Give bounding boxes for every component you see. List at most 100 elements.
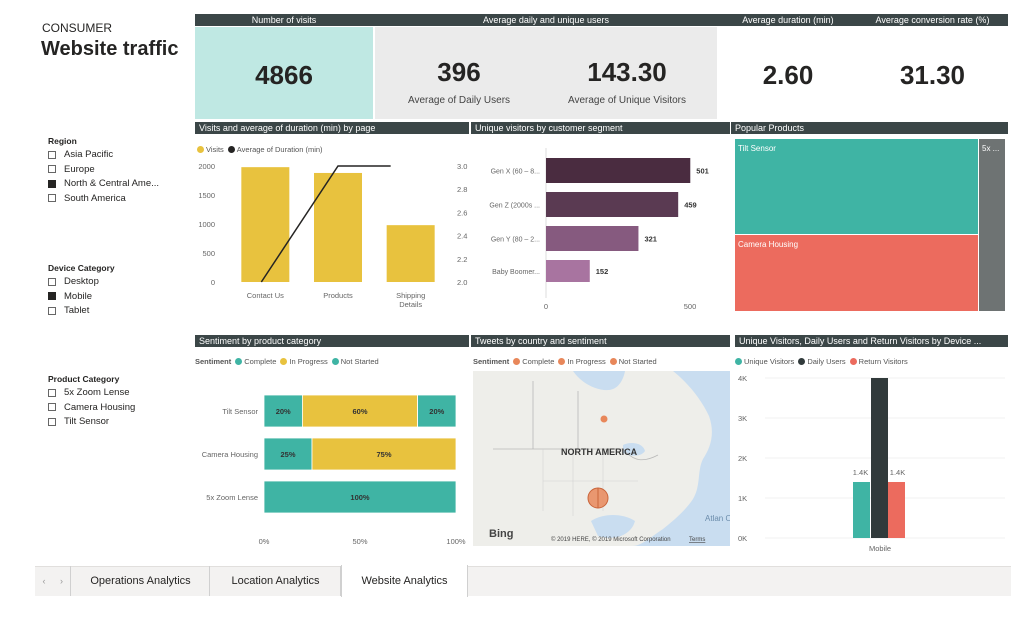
bar-segment[interactable] <box>546 226 639 251</box>
slicer-item-device-1[interactable]: Mobile <box>48 291 92 302</box>
slicer-item-label: North & Central Ame... <box>64 178 160 189</box>
bar-sentiment-segment[interactable] <box>263 394 303 428</box>
treemap-tilt-sensor[interactable]: Tilt Sensor <box>735 139 978 234</box>
legend-swatch-unique-visitors <box>735 358 742 365</box>
bar-sentiment-segment[interactable] <box>302 394 418 428</box>
bar-device[interactable] <box>888 482 905 538</box>
slicer-checkbox[interactable] <box>48 292 56 300</box>
tab-location-analytics[interactable]: Location Analytics <box>211 566 341 596</box>
slicer-item-region-1[interactable]: Europe <box>48 164 95 175</box>
slicer-item-region-0[interactable]: Asia Pacific <box>48 149 113 160</box>
slicer-item-device-0[interactable]: Desktop <box>48 276 99 287</box>
tab-scroll-right-button[interactable]: › <box>53 566 71 596</box>
treemap-5x[interactable]: 5x ... <box>979 139 1005 311</box>
x-axis-tick-label: 100% <box>446 537 466 546</box>
bar-segment[interactable] <box>546 158 691 183</box>
slicer-item-label: Europe <box>64 163 95 175</box>
y-axis-tick-label: 4K <box>738 374 747 383</box>
legend-label-return-visitors[interactable]: Return Visitors <box>858 357 908 366</box>
bar-device[interactable] <box>871 378 888 538</box>
legend-label-duration[interactable]: Average of Duration (min) <box>236 145 323 154</box>
bar-data-label: 75% <box>376 450 391 459</box>
slicer-checkbox[interactable] <box>48 417 56 426</box>
y2-axis-tick-label: 2.2 <box>457 255 467 264</box>
sentiment-chart[interactable]: Tilt Sensor 20% 60% 20% Camera Housing 25% 75%… <box>195 368 471 550</box>
device-slicer-title: Device Category <box>48 263 115 273</box>
map-legend-label-complete[interactable]: Complete <box>522 357 555 366</box>
device-legend: Unique Visitors Daily Users Return Visit… <box>735 357 908 366</box>
slicer-checkbox[interactable] <box>48 306 56 315</box>
treemap-label-tilt-sensor: Tilt Sensor <box>738 144 776 153</box>
slicer-item-label: 5x Zoom Lense <box>64 387 130 398</box>
slicer-item-region-2[interactable]: North & Central Ame... <box>48 178 159 189</box>
tab-scroll-left-button[interactable]: ‹ <box>42 576 46 586</box>
visits-by-page-chart[interactable]: 2000 1500 1000 500 0 3.0 2.8 2.6 2.4 2.2 2.0 Contac… <box>195 156 471 316</box>
bar-visits[interactable] <box>314 172 362 282</box>
slicer-checkbox[interactable] <box>48 388 56 397</box>
slicer-checkbox[interactable] <box>48 179 56 188</box>
map-point-canada[interactable] <box>600 415 608 423</box>
legend-label-in-progress[interactable]: In Progress <box>289 357 328 366</box>
map-legend-swatch-not-started <box>609 358 617 365</box>
bar-sentiment-segment[interactable] <box>263 480 457 514</box>
x-axis-tick-label: Details <box>399 300 422 309</box>
map-legend-label-not-started[interactable]: Not Started <box>618 357 657 366</box>
bar-visits[interactable] <box>241 167 290 282</box>
bar-sentiment-segment[interactable] <box>311 437 457 471</box>
slicer-item-product-1[interactable]: Camera Housing <box>48 402 135 413</box>
map-state-borders <box>542 449 638 516</box>
bar-data-label: 1.4K <box>853 468 868 477</box>
slicer-checkbox[interactable] <box>48 165 56 173</box>
bar-data-label: 501 <box>696 167 709 176</box>
treemap-camera-housing[interactable]: Camera Housing <box>735 235 978 311</box>
x-axis-tick-label: Products <box>323 291 353 300</box>
visits-card[interactable] <box>195 27 373 119</box>
conversion-value: 31.30 <box>899 60 966 90</box>
bar-sentiment-segment[interactable] <box>417 394 457 428</box>
bar-data-label: 459 <box>684 201 697 210</box>
legend-label-not-started[interactable]: Not Started <box>340 357 379 366</box>
y-axis-tick-label: 2K <box>738 454 747 463</box>
duration-header: Average duration (min) <box>719 14 857 26</box>
slicer-item-device-2[interactable]: Tablet <box>48 305 89 316</box>
slicer-item-label: Mobile <box>64 290 92 302</box>
device-chart[interactable]: 4K 3K 2K 1K 0K 1.4K 1.4K Mobile <box>735 370 1008 556</box>
tab-website-analytics[interactable]: Website Analytics <box>341 565 468 597</box>
slicer-checkbox[interactable] <box>48 150 56 159</box>
bar-segment[interactable] <box>546 260 590 282</box>
slicer-item-product-2[interactable]: Tilt Sensor <box>48 416 109 427</box>
popular-products-header: Popular Products <box>731 122 1008 134</box>
bar-segment[interactable] <box>546 192 679 217</box>
y-axis-tick-label: Gen Y (80 – 2... <box>491 237 540 244</box>
map-terms-link[interactable]: Terms <box>689 537 705 543</box>
tweets-map[interactable]: NORTH AMERICA Atlan Ocea Bing © 2019 HER… <box>473 371 730 546</box>
slicer-item-region-3[interactable]: South America <box>48 193 126 204</box>
y-axis-tick-label: Camera Housing <box>202 450 258 459</box>
visits-value: 4866 <box>255 60 313 90</box>
bar-data-label: 152 <box>596 267 609 276</box>
line-duration[interactable] <box>260 165 391 283</box>
legend-label-daily-users[interactable]: Daily Users <box>807 357 846 366</box>
legend-swatch-return-visitors <box>849 358 857 365</box>
legend-label-complete[interactable]: Complete <box>244 357 277 366</box>
unique-by-segment-chart[interactable]: Gen X (60 – 8... 501 Gen Z (2000s ... 459 Ge… <box>471 140 730 316</box>
bar-device[interactable] <box>853 482 870 538</box>
slicer-checkbox[interactable] <box>48 403 56 411</box>
bar-visits[interactable] <box>386 225 435 282</box>
tab-operations-analytics[interactable]: Operations Analytics <box>72 566 210 596</box>
slicer-checkbox[interactable] <box>48 194 56 202</box>
unique-by-segment-header: Unique visitors by customer segment <box>471 122 730 134</box>
legend-label-visits[interactable]: Visits <box>206 145 224 154</box>
legend-swatch-duration <box>227 146 235 153</box>
daily-unique-card[interactable] <box>375 27 717 119</box>
map-great-lakes <box>623 443 645 456</box>
y2-axis-tick-label: 2.8 <box>457 185 467 194</box>
slicer-checkbox[interactable] <box>48 277 56 286</box>
legend-label-unique-visitors[interactable]: Unique Visitors <box>744 357 795 366</box>
slicer-item-product-0[interactable]: 5x Zoom Lense <box>48 387 129 398</box>
map-legend-title: Sentiment <box>473 357 510 366</box>
map-legend-swatch-in-progress <box>558 358 566 365</box>
daily-users-value: 396 <box>437 57 481 87</box>
map-borders <box>493 381 659 461</box>
map-legend-label-in-progress[interactable]: In Progress <box>567 357 606 366</box>
